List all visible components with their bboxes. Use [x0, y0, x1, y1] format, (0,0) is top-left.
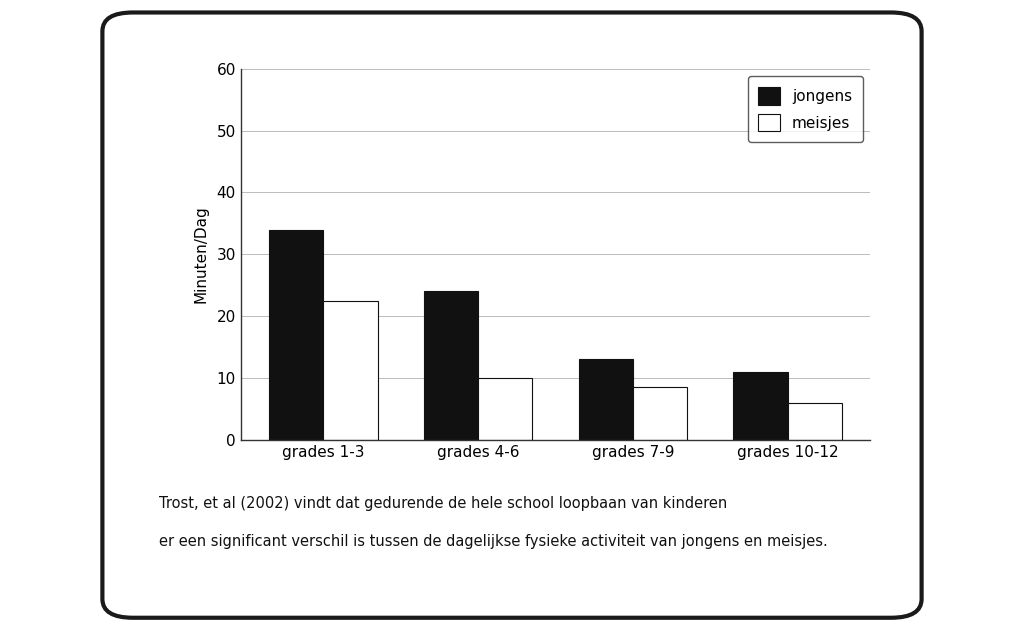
Bar [579, 359, 633, 440]
Bar [478, 378, 532, 440]
Bar [269, 230, 324, 440]
Bar [633, 388, 687, 440]
Bar [324, 301, 378, 440]
Bar [733, 372, 787, 440]
Text: Trost, et al (2002) vindt dat gedurende de hele school loopbaan van kinderen: Trost, et al (2002) vindt dat gedurende … [159, 496, 727, 511]
Bar [424, 291, 478, 440]
Text: er een significant verschil is tussen de dagelijkse fysieke activiteit van jonge: er een significant verschil is tussen de… [159, 534, 827, 548]
Y-axis label: Minuten/Dag: Minuten/Dag [194, 205, 208, 303]
FancyBboxPatch shape [102, 12, 922, 618]
Bar [787, 403, 842, 440]
Legend: jongens, meisjes: jongens, meisjes [748, 76, 863, 142]
